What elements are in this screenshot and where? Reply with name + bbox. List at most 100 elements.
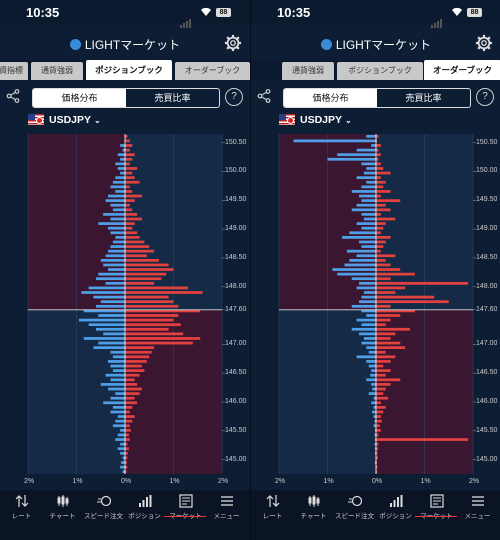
nav-item-position[interactable]: ポジション [375,494,416,520]
bar-right [125,171,133,175]
bar-left [120,442,125,446]
bar-right [376,350,386,354]
bar-left [120,428,125,432]
nav-item-speed-order[interactable]: スピード注文 [334,494,375,520]
bar-right [125,134,128,138]
app-title: LIGHTマーケット [251,36,500,53]
bar-right [376,236,391,239]
nav-item-menu[interactable]: メニュー [206,494,247,520]
help-icon[interactable]: ? [225,88,243,106]
status-bar: 10:35 88 [0,0,250,28]
tab-order-book[interactable]: オーダーブック [175,62,250,80]
tab-currency-strength[interactable]: 通貨強弱 [31,62,83,80]
bar-right [376,199,401,202]
nav-item-rate[interactable]: レート [252,494,293,520]
bar-right [376,461,377,464]
bar-left [356,203,376,207]
us-jp-flag-icon [279,114,295,125]
bar-left [117,415,125,418]
us-jp-flag-icon [28,114,44,125]
bar-left [95,327,125,331]
bar-right [376,272,415,276]
tab-order-book[interactable]: オーダーブック [424,60,500,80]
view-segment: 価格分布 売買比率 [32,88,220,108]
bar-left [361,323,376,327]
nav-item-menu[interactable]: メニュー [457,494,498,520]
bar-right [125,240,145,244]
currency-pair-selector[interactable]: USDJPY ⌄ [28,114,101,126]
bar-right [125,428,131,432]
bar-right [125,291,203,294]
tab-currency-strength[interactable]: 通貨強弱 [282,62,334,80]
sub-toolbar: 価格分布 売買比率 ? [251,86,500,110]
bar-left [375,428,376,432]
bar-left [115,190,125,193]
segment-buy-sell-ratio[interactable]: 売買比率 [405,93,442,103]
bar-left [374,433,376,437]
bar-right [376,167,384,170]
bar-left [112,355,125,359]
nav-label: チャート [49,513,76,520]
bar-left [98,341,125,345]
segment-price-distribution[interactable]: 価格分布 [33,89,126,107]
share-icon[interactable] [6,89,20,103]
bar-right [125,451,128,455]
percent-tick-label: 2% [218,478,229,485]
bar-left [120,157,125,161]
bar-right [376,383,391,386]
nav-item-position[interactable]: ポジション [124,494,165,520]
bar-left [363,217,376,221]
bar-right [125,332,184,336]
segment-price-distribution[interactable]: 価格分布 [284,89,377,107]
nav-label: チャート [300,513,327,520]
bar-left [115,176,125,180]
bar-right [125,277,162,281]
bar-right [125,314,179,317]
bar-left [356,222,376,225]
price-tick-label: 149.50 [225,196,247,204]
bar-right [376,268,401,271]
position-icon [138,495,151,507]
nav-label: レート [11,513,32,520]
share-icon[interactable] [257,89,271,103]
bar-right [376,396,389,400]
price-tick-label: 147.00 [476,340,498,348]
bar-right [125,442,128,446]
bar-left [105,281,125,285]
bar-right [125,217,142,221]
tab-indicators[interactable]: 資指標 [0,62,28,80]
bar-right [376,180,386,184]
bar-left [327,157,376,161]
bar-right [376,162,381,166]
price-tick-label: 150.00 [476,167,498,175]
bar-left [366,378,376,382]
currency-pair-selector[interactable]: USDJPY ⌄ [279,114,352,126]
help-icon[interactable]: ? [476,88,494,106]
segment-buy-sell-ratio[interactable]: 売買比率 [154,93,191,103]
bar-right [125,415,135,418]
bar-right [125,148,130,152]
gear-icon[interactable] [475,34,493,52]
bar-right [376,157,379,161]
bar-right [376,300,449,304]
nav-item-speed-order[interactable]: スピード注文 [83,494,124,520]
bar-left [100,258,125,262]
nav-item-chart[interactable]: チャート [42,494,83,520]
tab-position-book[interactable]: ポジションブック [86,60,172,80]
bar-left [108,360,125,363]
bar-right [376,281,469,285]
bar-right [376,364,384,368]
price-tick-label: 150.00 [225,167,247,175]
bar-right [376,387,386,391]
price-tick-label: 148.00 [225,282,247,290]
bar-left [110,396,125,400]
battery-icon: 88 [216,8,231,17]
gear-icon[interactable] [224,34,242,52]
signal-icon [180,10,192,28]
bar-left [103,332,125,336]
nav-item-chart[interactable]: チャート [293,494,334,520]
nav-item-rate[interactable]: レート [1,494,42,520]
tab-position-book[interactable]: ポジションブック [337,62,423,80]
bar-right [376,208,391,212]
bar-left [371,383,376,386]
